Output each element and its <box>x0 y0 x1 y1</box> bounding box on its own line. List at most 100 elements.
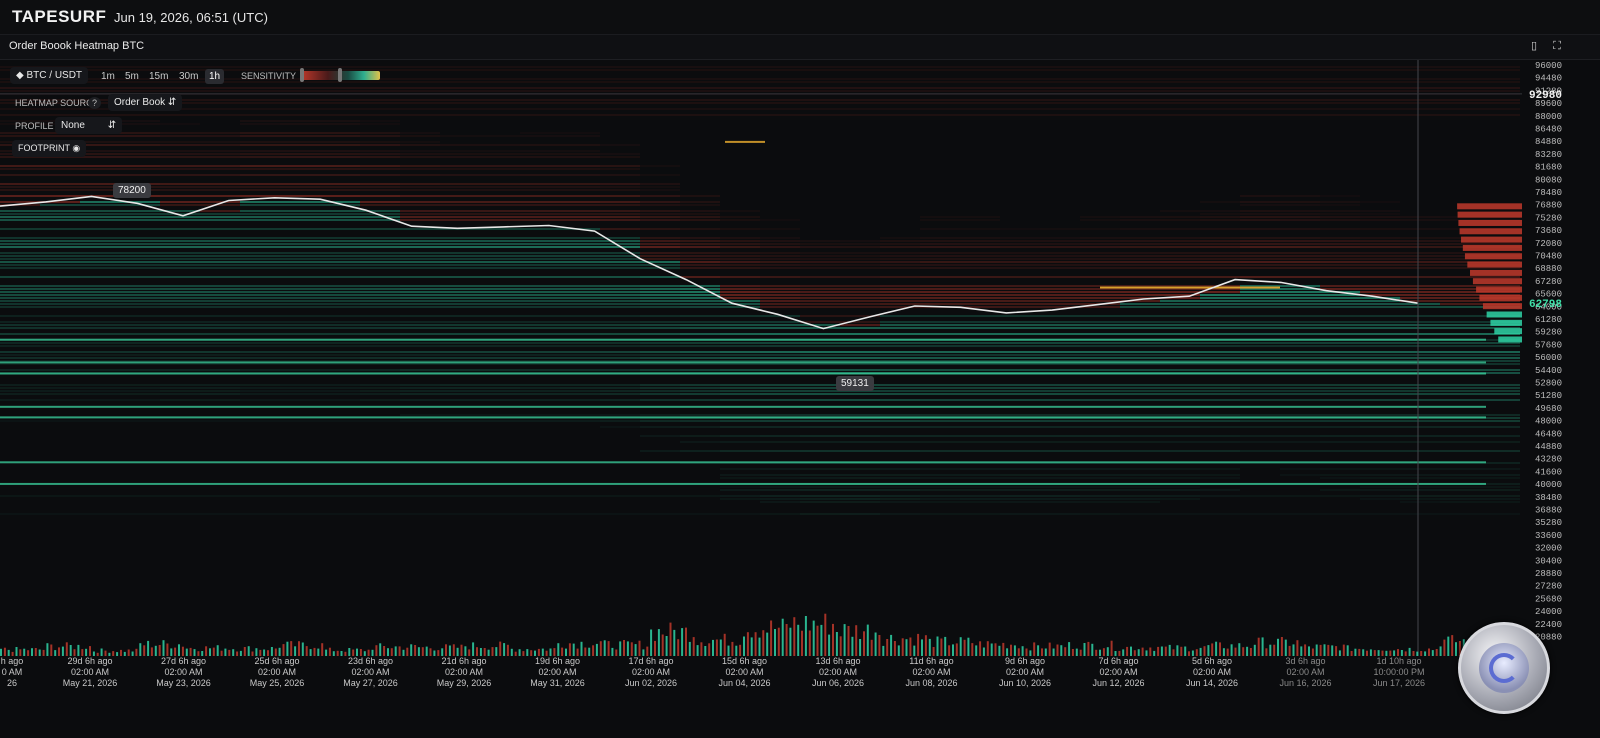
liquidity-cell <box>1320 426 1360 428</box>
liquidity-cell <box>1320 357 1360 359</box>
sensitivity-handle-max[interactable] <box>338 68 342 82</box>
liquidity-cell <box>1240 237 1280 239</box>
liquidity-cell <box>1000 321 1040 323</box>
liquidity-cell <box>1280 201 1320 203</box>
liquidity-cell <box>1320 468 1360 470</box>
liquidity-cell <box>280 513 320 515</box>
heatmap-canvas[interactable]: 9600094480912808960088000864808488083280… <box>0 60 1600 738</box>
liquidity-cell <box>560 150 600 152</box>
liquidity-cell <box>840 435 880 437</box>
liquidity-cell <box>1000 393 1040 395</box>
liquidity-cell <box>1240 243 1280 245</box>
footprint-toggle[interactable]: FOOTPRINT ◉ <box>12 140 87 157</box>
timeframe-5m[interactable]: 5m <box>125 71 139 82</box>
liquidity-cell <box>720 486 760 488</box>
liquidity-cell <box>1240 360 1280 362</box>
volume-bar <box>719 639 722 656</box>
volume-bar <box>340 651 343 656</box>
expand-icon[interactable]: ⛶ <box>1553 40 1561 52</box>
liquidity-cell <box>80 135 120 137</box>
liquidity-cell <box>80 156 120 158</box>
liquidity-cell <box>680 393 720 395</box>
volume-bar <box>893 641 896 656</box>
liquidity-cell <box>240 123 280 125</box>
liquidity-cell <box>680 243 720 245</box>
liquidity-cell <box>200 345 240 347</box>
liquidity-cell <box>720 342 760 344</box>
liquidity-cell <box>320 495 360 497</box>
liquidity-cell <box>880 69 920 71</box>
liquidity-cell <box>920 468 960 470</box>
liquidity-cell <box>320 99 360 101</box>
liquidity-cell <box>0 513 40 515</box>
volume-bar <box>592 645 595 656</box>
timeframe-1m[interactable]: 1m <box>101 71 115 82</box>
liquidity-cell <box>40 174 80 176</box>
liquidity-cell <box>600 315 640 317</box>
liquidity-cell <box>600 288 640 290</box>
liquidity-cell <box>1240 267 1280 269</box>
liquidity-cell <box>0 195 40 197</box>
liquidity-cell <box>960 78 1000 80</box>
liquidity-cell <box>640 219 680 221</box>
liquidity-cell <box>920 108 960 110</box>
liquidity-cell <box>1040 246 1080 248</box>
volume-bar <box>665 636 668 656</box>
liquidity-cell <box>1080 393 1120 395</box>
volume-bar <box>429 648 432 656</box>
volume-bar <box>224 648 227 656</box>
liquidity-cell <box>40 291 80 293</box>
pair-selector[interactable]: ◆ BTC / USDT <box>10 67 89 84</box>
liquidity-cell <box>880 108 920 110</box>
profile-select[interactable]: None ⇵ <box>55 117 123 134</box>
liquidity-cell <box>520 183 560 185</box>
liquidity-cell <box>440 102 480 104</box>
liquidity-cell <box>520 324 560 326</box>
liquidity-cell <box>1080 219 1120 221</box>
liquidity-cell <box>1040 315 1080 317</box>
liquidity-cell <box>440 78 480 80</box>
heatmap-chart[interactable]: 96000 94480 91280 89600 88000 86480 84880 83280… <box>0 60 1600 738</box>
volume-bar <box>131 651 134 656</box>
liquidity-cell <box>480 393 520 395</box>
liquidity-cell <box>1280 78 1320 80</box>
volume-bar <box>1133 650 1136 656</box>
timeframe-30m[interactable]: 30m <box>179 71 199 82</box>
volume-bar <box>336 650 339 656</box>
liquidity-cell <box>400 144 440 146</box>
minimize-icon[interactable]: ▯ <box>1530 40 1538 52</box>
liquidity-cell <box>760 435 800 437</box>
liquidity-cell <box>0 264 40 266</box>
liquidity-cell <box>1360 360 1400 362</box>
app-logo[interactable]: TAPESURF <box>12 7 107 26</box>
volume-bar <box>216 645 219 656</box>
liquidity-cell <box>1160 345 1200 347</box>
liquidity-cell <box>960 360 1000 362</box>
liquidity-cell <box>680 108 720 110</box>
liquidity-cell <box>480 261 520 263</box>
liquidity-cell <box>1280 450 1320 452</box>
liquidity-cell <box>760 486 800 488</box>
liquidity-cell <box>640 264 680 266</box>
volume-bar <box>100 648 103 656</box>
liquidity-cell <box>80 90 120 92</box>
liquidity-cell <box>1440 90 1480 92</box>
liquidity-cell <box>1440 420 1480 422</box>
liquidity-cell <box>840 276 880 278</box>
volume-bar <box>1157 646 1160 656</box>
liquidity-cell <box>960 261 1000 263</box>
liquidity-cell <box>1280 237 1320 239</box>
liquidity-cell <box>680 66 720 68</box>
liquidity-cell <box>240 294 280 296</box>
volume-bar <box>1246 646 1249 656</box>
sensitivity-handle-min[interactable] <box>300 68 304 82</box>
help-icon[interactable]: ? <box>88 97 102 109</box>
liquidity-cell <box>160 297 200 299</box>
heatmap-source-select[interactable]: Order Book ⇵ <box>108 94 183 111</box>
volume-bar <box>3 647 6 656</box>
timeframe-1h[interactable]: 1h <box>205 69 225 84</box>
timeframe-15m[interactable]: 15m <box>149 71 169 82</box>
liquidity-cell <box>1040 291 1080 293</box>
price-tick-label: 67280 <box>1535 277 1562 287</box>
liquidity-cell <box>960 228 1000 230</box>
